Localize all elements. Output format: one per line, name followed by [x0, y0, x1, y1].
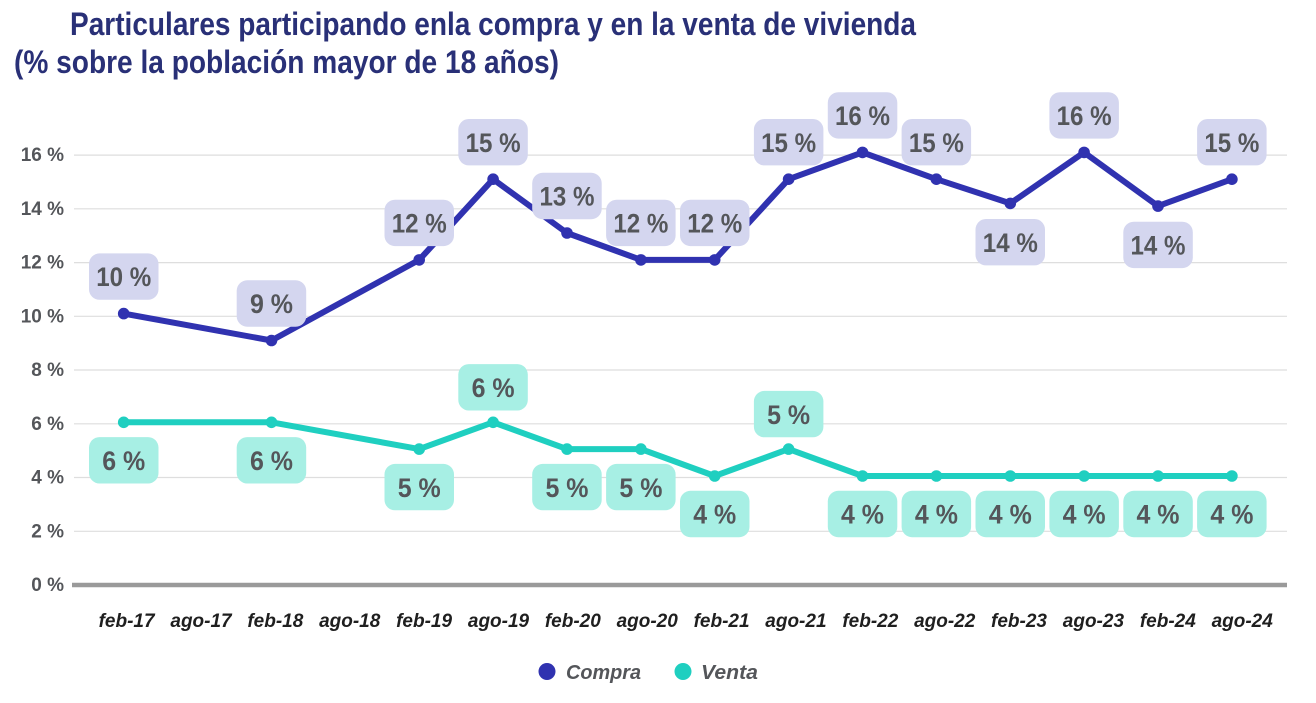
svg-text:5 %: 5 %: [767, 400, 810, 430]
svg-text:4 %: 4 %: [31, 468, 64, 489]
svg-text:4 %: 4 %: [693, 500, 736, 530]
svg-text:feb-22: feb-22: [842, 611, 898, 632]
svg-text:10 %: 10 %: [21, 306, 64, 327]
svg-text:14 %: 14 %: [983, 228, 1038, 258]
svg-text:6 %: 6 %: [250, 446, 293, 476]
svg-text:ago-20: ago-20: [617, 611, 679, 632]
svg-text:15 %: 15 %: [466, 128, 521, 158]
svg-text:feb-21: feb-21: [694, 611, 750, 632]
svg-text:ago-24: ago-24: [1212, 611, 1274, 632]
svg-text:4 %: 4 %: [915, 500, 958, 530]
svg-text:12 %: 12 %: [21, 253, 64, 274]
svg-text:feb-24: feb-24: [1140, 611, 1196, 632]
svg-text:4 %: 4 %: [841, 500, 884, 530]
svg-text:ago-23: ago-23: [1063, 611, 1125, 632]
svg-text:15 %: 15 %: [1204, 128, 1259, 158]
svg-text:4 %: 4 %: [1063, 500, 1106, 530]
svg-text:6 %: 6 %: [102, 446, 145, 476]
svg-text:Venta: Venta: [701, 661, 758, 684]
svg-text:(% sobre la población mayor de: (% sobre la población mayor de 18 años): [14, 44, 559, 80]
svg-text:14 %: 14 %: [1131, 231, 1186, 261]
svg-text:feb-19: feb-19: [396, 611, 452, 632]
svg-text:4 %: 4 %: [989, 500, 1032, 530]
svg-text:15 %: 15 %: [761, 128, 816, 158]
svg-text:2 %: 2 %: [31, 521, 64, 542]
svg-text:12 %: 12 %: [613, 209, 668, 239]
svg-text:8 %: 8 %: [31, 360, 64, 381]
svg-text:Compra: Compra: [566, 661, 641, 684]
svg-text:feb-20: feb-20: [545, 611, 601, 632]
svg-text:4 %: 4 %: [1210, 500, 1253, 530]
svg-text:ago-19: ago-19: [468, 611, 530, 632]
svg-text:15 %: 15 %: [909, 128, 964, 158]
svg-text:0 %: 0 %: [31, 575, 64, 596]
svg-text:10 %: 10 %: [96, 262, 151, 292]
svg-text:16 %: 16 %: [1057, 101, 1112, 131]
svg-text:ago-21: ago-21: [765, 611, 826, 632]
svg-text:13 %: 13 %: [540, 182, 595, 212]
svg-text:5 %: 5 %: [619, 473, 662, 503]
svg-text:12 %: 12 %: [687, 209, 742, 239]
svg-text:feb-23: feb-23: [991, 611, 1047, 632]
svg-text:16 %: 16 %: [835, 101, 890, 131]
svg-text:5 %: 5 %: [546, 473, 589, 503]
svg-text:feb-17: feb-17: [99, 611, 156, 632]
svg-text:5 %: 5 %: [398, 473, 441, 503]
svg-text:14 %: 14 %: [21, 199, 64, 220]
svg-text:16 %: 16 %: [21, 145, 64, 166]
svg-text:ago-18: ago-18: [319, 611, 381, 632]
svg-text:feb-18: feb-18: [247, 611, 303, 632]
svg-text:6 %: 6 %: [31, 414, 64, 435]
svg-text:4 %: 4 %: [1137, 500, 1180, 530]
svg-text:ago-17: ago-17: [170, 611, 233, 632]
svg-text:6 %: 6 %: [472, 373, 515, 403]
svg-text:Particulares participando enla: Particulares participando enla compra y …: [70, 6, 916, 42]
svg-text:12 %: 12 %: [392, 209, 447, 239]
svg-text:ago-22: ago-22: [914, 611, 976, 632]
svg-text:9 %: 9 %: [250, 289, 293, 319]
